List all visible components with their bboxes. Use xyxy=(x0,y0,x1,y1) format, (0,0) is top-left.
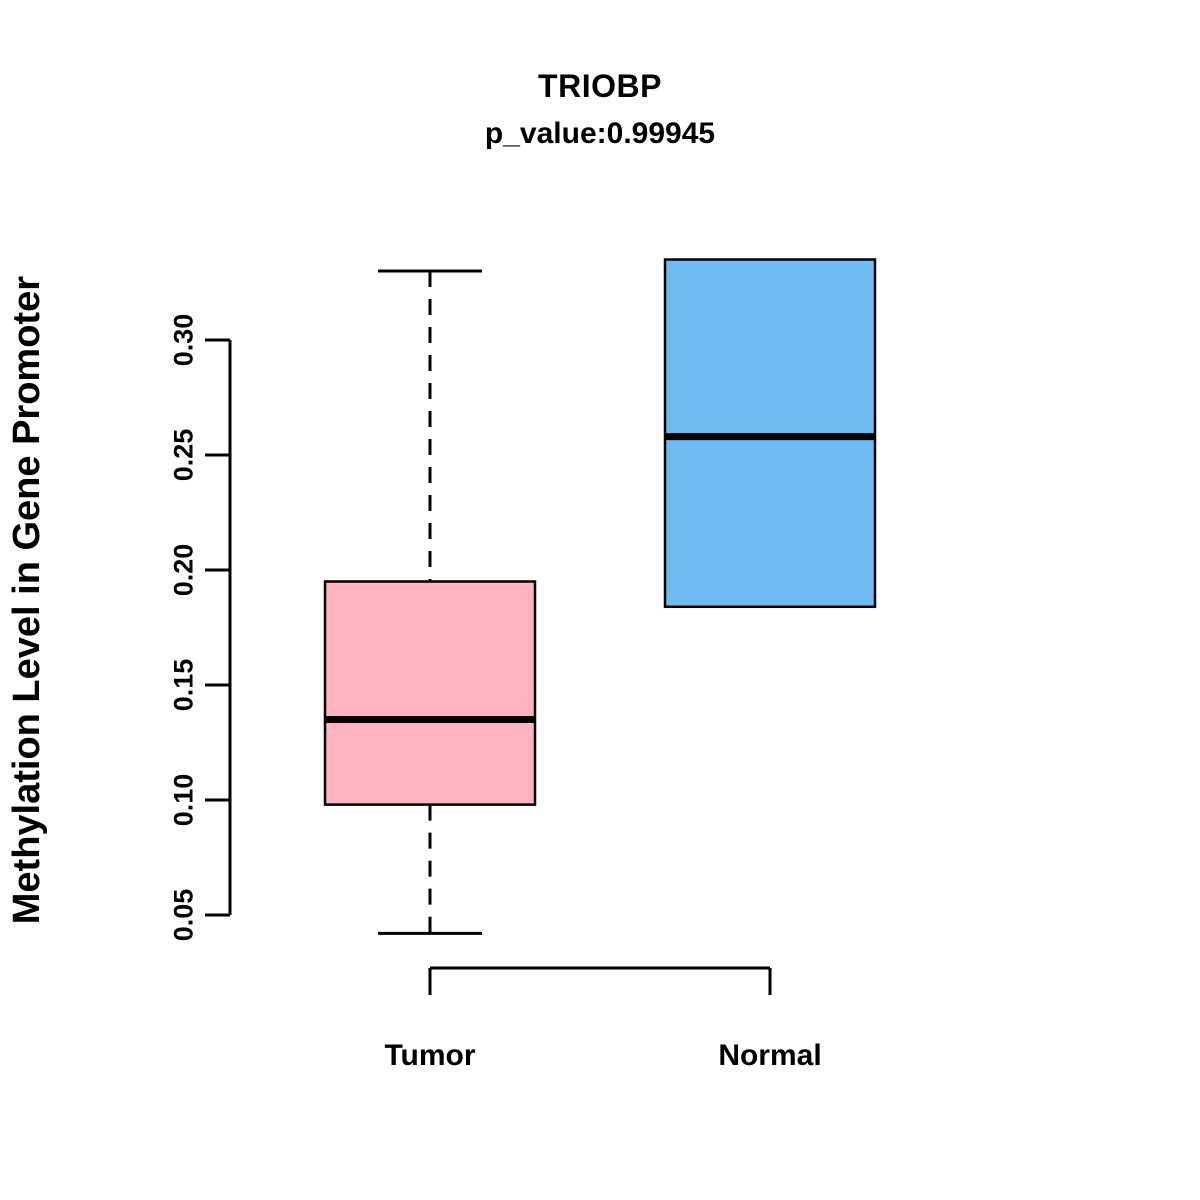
y-tick-label: 0.30 xyxy=(168,314,198,367)
chart-title-block: TRIOBP p_value:0.99945 xyxy=(0,68,1200,151)
y-tick-label: 0.25 xyxy=(168,429,198,482)
y-tick-label: 0.20 xyxy=(168,544,198,597)
x-category-label-normal: Normal xyxy=(718,1039,821,1072)
chart-title: TRIOBP xyxy=(538,68,662,104)
chart-subtitle: p_value:0.99945 xyxy=(484,117,716,150)
y-axis-label-wrap: Methylation Level in Gene Promoter xyxy=(6,0,49,1200)
y-tick-label: 0.05 xyxy=(168,889,198,942)
box-tumor xyxy=(323,580,537,806)
y-tick-label: 0.10 xyxy=(168,774,198,827)
x-category-label-tumor: Tumor xyxy=(384,1039,475,1072)
y-tick-label: 0.15 xyxy=(168,659,198,712)
y-axis-label: Methylation Level in Gene Promoter xyxy=(6,275,48,925)
